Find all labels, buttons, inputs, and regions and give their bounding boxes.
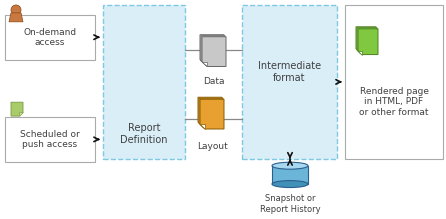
Polygon shape xyxy=(357,28,377,54)
Ellipse shape xyxy=(272,181,308,187)
Polygon shape xyxy=(201,36,225,65)
FancyBboxPatch shape xyxy=(272,166,308,184)
Text: On-demand
access: On-demand access xyxy=(24,28,77,47)
Polygon shape xyxy=(198,97,222,127)
FancyBboxPatch shape xyxy=(5,117,95,162)
Polygon shape xyxy=(200,35,224,65)
Polygon shape xyxy=(202,37,226,67)
Polygon shape xyxy=(199,98,223,128)
Polygon shape xyxy=(356,49,360,53)
Ellipse shape xyxy=(11,5,21,15)
FancyBboxPatch shape xyxy=(242,5,337,159)
Text: Rendered page
in HTML, PDF
or other format: Rendered page in HTML, PDF or other form… xyxy=(359,87,429,117)
Polygon shape xyxy=(19,112,23,116)
Text: Layout: Layout xyxy=(197,142,227,151)
Text: Scheduled or
push access: Scheduled or push access xyxy=(20,130,80,149)
Text: Snapshot or
Report History: Snapshot or Report History xyxy=(260,194,320,214)
Text: Data: Data xyxy=(203,77,225,86)
Polygon shape xyxy=(9,13,23,22)
Polygon shape xyxy=(202,62,207,67)
Text: Intermediate
format: Intermediate format xyxy=(258,61,321,83)
Text: Report
Definition: Report Definition xyxy=(120,123,168,145)
Polygon shape xyxy=(199,123,204,128)
Polygon shape xyxy=(200,60,205,65)
Polygon shape xyxy=(358,29,378,55)
Polygon shape xyxy=(198,122,203,127)
Polygon shape xyxy=(11,102,23,116)
FancyBboxPatch shape xyxy=(5,15,95,60)
Polygon shape xyxy=(358,51,362,55)
Polygon shape xyxy=(356,27,376,53)
Polygon shape xyxy=(201,60,206,65)
FancyBboxPatch shape xyxy=(345,5,443,159)
FancyBboxPatch shape xyxy=(103,5,185,159)
Polygon shape xyxy=(200,124,205,129)
Ellipse shape xyxy=(272,162,308,169)
Polygon shape xyxy=(357,50,361,54)
Polygon shape xyxy=(200,99,224,129)
